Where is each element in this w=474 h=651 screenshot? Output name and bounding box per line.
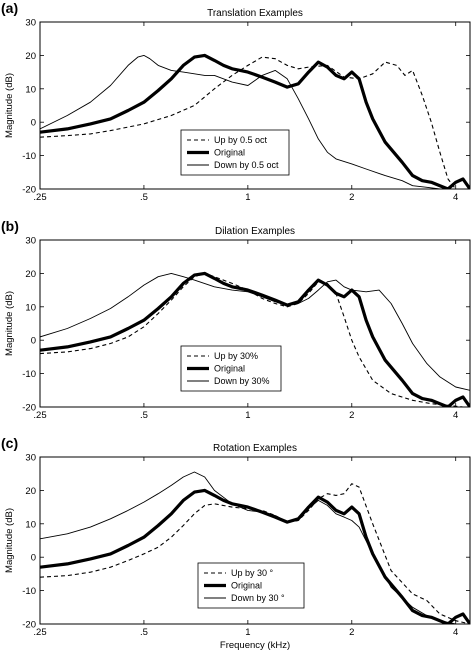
y-tick-label: -10 — [22, 151, 36, 162]
x-tick-label: .25 — [33, 627, 46, 638]
y-tick-label: 10 — [25, 519, 36, 530]
plot-frame — [39, 21, 471, 190]
chart-panel-3: (c) Rotation Examples Magnitude (dB) Freque… — [1, 435, 471, 651]
x-tick-label: .5 — [140, 627, 148, 638]
x-tick-label: 1 — [245, 627, 250, 638]
panel-label: (c) — [1, 435, 18, 451]
y-tick-label: -10 — [22, 369, 36, 380]
legend-entry: Original — [231, 581, 262, 591]
y-tick-label: 30 — [25, 453, 36, 464]
series-line-dashed — [40, 272, 470, 407]
chart-title: Dilation Examples — [215, 226, 295, 237]
legend-entry: Down by 30% — [214, 376, 270, 386]
chart-title: Translation Examples — [207, 8, 303, 19]
x-tick-label: 2 — [349, 192, 354, 203]
x-tick-label: 2 — [349, 627, 354, 638]
series-line-dashed — [40, 483, 470, 624]
legend-entry: Down by 30 ° — [231, 593, 285, 603]
panel-label: (a) — [1, 0, 18, 16]
legend-entry: Original — [214, 148, 245, 158]
y-tick-label: 10 — [25, 84, 36, 95]
x-tick-label: 4 — [453, 627, 458, 638]
legend-entry: Up by 30 ° — [231, 568, 274, 578]
y-tick-label: 20 — [25, 269, 36, 280]
y-tick-label: -20 — [22, 403, 36, 414]
legend: Up by 30% Original Down by 30% — [180, 345, 282, 392]
y-tick-label: 0 — [31, 553, 36, 564]
series-line-bold — [40, 53, 470, 189]
x-tick-label: 2 — [349, 410, 354, 421]
series-line-bold — [40, 488, 470, 624]
x-tick-label: .5 — [140, 192, 148, 203]
legend-entry: Up by 0.5 oct — [214, 135, 268, 145]
chart-title: Rotation Examples — [213, 443, 297, 454]
y-axis-label: Magnitude (dB) — [4, 508, 15, 573]
plot-frame — [39, 239, 471, 408]
y-tick-label: -20 — [22, 620, 36, 631]
legend: Up by 0.5 oct Original Down by 0.5 oct — [180, 129, 290, 176]
legend-entry: Up by 30% — [214, 351, 258, 361]
series-line-dashed — [40, 56, 470, 189]
y-tick-label: -10 — [22, 586, 36, 597]
legend: Up by 30 ° Original Down by 30 ° — [197, 562, 305, 609]
panel-label: (b) — [1, 218, 19, 234]
y-tick-label: 30 — [25, 236, 36, 247]
x-tick-label: .5 — [140, 410, 148, 421]
series-line-thin — [40, 471, 470, 624]
y-tick-label: 0 — [31, 118, 36, 129]
y-tick-label: -20 — [22, 185, 36, 196]
x-tick-label: 4 — [453, 192, 458, 203]
series-line-bold — [40, 271, 470, 407]
legend-entry: Original — [214, 364, 245, 374]
chart-panel-2: (b) Dilation Examples Magnitude (dB) -20 -10… — [1, 218, 471, 421]
y-tick-label: 20 — [25, 486, 36, 497]
y-tick-label: 30 — [25, 18, 36, 29]
x-tick-label: 1 — [245, 192, 250, 203]
y-axis-label: Magnitude (dB) — [4, 291, 15, 356]
y-tick-label: 20 — [25, 51, 36, 62]
x-axis-label: Frequency (kHz) — [220, 640, 290, 651]
y-tick-label: 10 — [25, 302, 36, 313]
series-line-thin — [40, 272, 470, 391]
x-tick-label: .25 — [33, 410, 46, 421]
series-line-thin — [40, 54, 440, 189]
plot-frame — [39, 456, 471, 625]
x-tick-label: .25 — [33, 192, 46, 203]
chart-panel-1: (a) Translation Examples Magnitude (dB) -20… — [1, 0, 471, 203]
x-tick-label: 1 — [245, 410, 250, 421]
y-tick-label: 0 — [31, 336, 36, 347]
x-tick-label: 4 — [453, 410, 458, 421]
y-axis-label: Magnitude (dB) — [4, 73, 15, 138]
legend-entry: Down by 0.5 oct — [214, 160, 279, 170]
